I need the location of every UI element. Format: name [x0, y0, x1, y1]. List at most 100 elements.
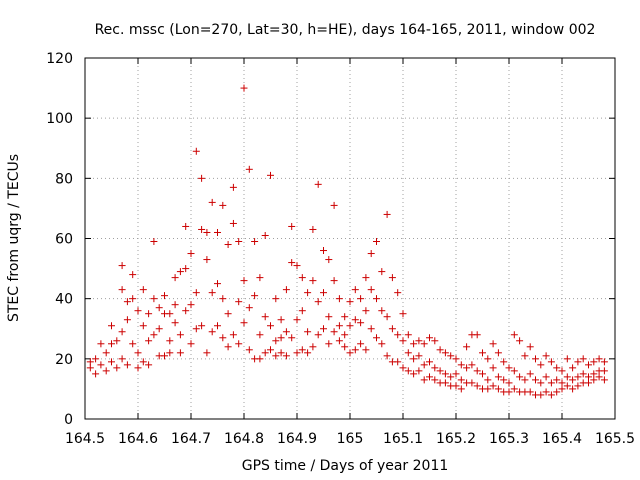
data-point — [145, 337, 153, 345]
data-point — [102, 367, 110, 375]
data-point — [585, 379, 592, 387]
data-point — [431, 337, 439, 345]
data-point — [198, 174, 206, 182]
data-point — [134, 364, 142, 372]
data-point — [447, 373, 455, 381]
x-axis-label: GPS time / Days of year 2011 — [242, 458, 449, 474]
data-point — [399, 364, 407, 372]
data-point — [314, 298, 322, 306]
y-tick-label: 80 — [55, 171, 73, 187]
data-point — [261, 231, 269, 239]
data-point — [229, 331, 237, 339]
data-point — [553, 376, 561, 384]
data-point — [521, 376, 529, 384]
data-point — [203, 349, 211, 357]
y-tick-label: 40 — [55, 292, 73, 308]
data-point — [452, 370, 460, 378]
data-point — [410, 370, 418, 378]
data-point — [537, 361, 545, 369]
data-point — [176, 349, 184, 357]
data-point — [229, 219, 237, 227]
data-point — [585, 373, 592, 381]
y-tick-label: 0 — [64, 412, 73, 428]
data-point — [139, 322, 147, 330]
data-point — [208, 289, 216, 297]
data-point — [473, 382, 481, 390]
data-point — [362, 307, 370, 315]
data-point — [346, 298, 354, 306]
data-point — [304, 349, 312, 357]
data-point — [139, 286, 147, 294]
data-point — [198, 322, 206, 330]
data-point — [335, 322, 343, 330]
data-point — [494, 349, 502, 357]
data-point — [288, 259, 296, 267]
data-point — [192, 147, 200, 155]
data-point — [510, 385, 518, 393]
data-point — [203, 228, 211, 236]
gridlines — [85, 58, 615, 419]
data-point — [510, 331, 518, 339]
data-point — [404, 331, 412, 339]
data-point — [404, 367, 412, 375]
data-point — [150, 295, 158, 303]
data-point — [362, 274, 370, 282]
data-point — [537, 391, 545, 399]
y-tick-label: 60 — [55, 232, 73, 248]
x-tick-label: 165.4 — [542, 431, 582, 447]
x-tick-label: 165.3 — [489, 431, 529, 447]
data-point — [123, 361, 131, 369]
data-point — [224, 310, 232, 318]
data-point — [182, 265, 190, 273]
data-point — [505, 388, 513, 396]
data-point — [569, 385, 577, 393]
data-point — [293, 349, 301, 357]
data-point — [166, 337, 174, 345]
data-point — [235, 340, 243, 348]
data-point — [373, 238, 380, 246]
data-point — [341, 313, 349, 321]
data-point — [367, 286, 375, 294]
data-point — [362, 346, 370, 354]
data-point — [145, 310, 153, 318]
data-point — [351, 346, 359, 354]
data-point — [378, 268, 386, 276]
data-point — [293, 262, 301, 270]
data-point — [553, 388, 561, 396]
data-point — [245, 165, 253, 173]
data-point — [431, 364, 439, 372]
data-point — [441, 379, 449, 387]
data-point — [261, 349, 269, 357]
data-point — [192, 289, 200, 297]
data-point — [373, 334, 380, 342]
data-point — [235, 298, 243, 306]
data-point — [373, 295, 380, 303]
data-point — [468, 379, 476, 387]
data-point — [590, 358, 598, 366]
data-point — [404, 349, 412, 357]
data-point — [86, 358, 94, 366]
data-point — [516, 373, 524, 381]
data-point — [574, 382, 582, 390]
data-point — [463, 343, 471, 351]
data-point — [282, 328, 290, 336]
data-point — [298, 307, 306, 315]
data-point — [118, 286, 126, 294]
data-point — [426, 373, 433, 381]
data-point — [304, 289, 312, 297]
data-point — [494, 385, 502, 393]
data-point — [288, 222, 296, 230]
data-point — [325, 340, 333, 348]
data-point — [176, 268, 184, 276]
data-point — [267, 322, 274, 330]
data-point — [277, 334, 285, 342]
data-point — [208, 328, 216, 336]
data-point — [320, 247, 327, 255]
data-point — [500, 358, 508, 366]
data-point — [473, 367, 481, 375]
data-point — [224, 241, 232, 249]
data-point — [357, 295, 365, 303]
data-point — [277, 349, 285, 357]
data-point — [123, 298, 131, 306]
data-point — [187, 301, 195, 309]
